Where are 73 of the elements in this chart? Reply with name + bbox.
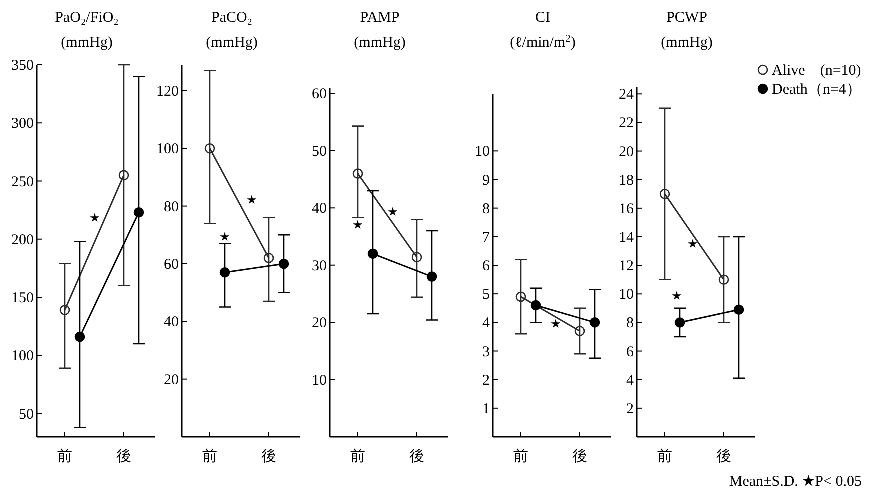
x-tick-label: 後 <box>116 448 132 465</box>
y-tick-label: 100 <box>156 142 179 158</box>
chart-title: PaCO₂ <box>211 10 253 26</box>
x-tick-label: 前 <box>658 448 672 465</box>
y-tick-label: 4 <box>626 372 634 389</box>
x-tick-label: 前 <box>350 448 366 465</box>
chart-title: CI <box>536 10 551 26</box>
y-tick-label: 20 <box>164 372 179 388</box>
x-tick-label: 前 <box>58 448 72 465</box>
y-tick-label: 350 <box>12 58 34 74</box>
y-tick-label: 2 <box>626 401 634 418</box>
y-tick-label: 10 <box>619 287 634 304</box>
legend: Alive (n=10) Death（n=4） <box>758 63 862 98</box>
y-tick-label: 60 <box>312 86 327 103</box>
x-tick-label: 後 <box>410 448 424 465</box>
chart-title: PCWP <box>666 10 708 26</box>
x-tick-label: 後 <box>572 448 588 465</box>
y-tick-label: 60 <box>164 256 179 273</box>
legend-label: Death（n=4） <box>772 82 862 98</box>
y-tick-label: 10 <box>475 144 490 160</box>
y-tick-label: 50 <box>19 406 34 423</box>
chart-title: PaO₂/FiO₂ <box>55 10 119 26</box>
y-tick-label: 200 <box>12 232 34 248</box>
legend-label: Alive (n=10) <box>772 63 862 79</box>
y-tick-label: 40 <box>164 314 179 331</box>
y-tick-label: 100 <box>12 348 34 365</box>
x-tick-label: 前 <box>514 448 528 465</box>
y-tick-label: 50 <box>312 144 327 160</box>
chart-subtitle: (mmHg) <box>61 35 113 51</box>
annotation: ★ <box>352 218 364 232</box>
y-tick-label: 18 <box>619 172 634 189</box>
annotation: ★ <box>688 237 698 251</box>
y-tick-label: 14 <box>619 230 634 246</box>
chart-subtitle: (ℓ/min/m$^{2}$) <box>510 34 576 51</box>
y-tick-label: 16 <box>619 201 634 218</box>
text: Mean±S.D. ★P< 0.05 <box>729 474 862 490</box>
chart-title: PAMP <box>360 10 400 26</box>
y-tick-label: 2 <box>482 372 490 389</box>
chart-subtitle: (mmHg) <box>661 35 713 51</box>
y-tick-label: 12 <box>619 258 634 275</box>
y-tick-label: 40 <box>312 201 327 218</box>
y-tick-label: 300 <box>12 116 34 132</box>
y-tick-label: 3 <box>482 344 490 360</box>
y-tick-label: 30 <box>312 258 327 274</box>
y-tick-label: 7 <box>482 230 490 246</box>
x-tick-label: 後 <box>262 448 276 465</box>
y-tick-label: 20 <box>619 144 634 160</box>
chart-subtitle: (mmHg) <box>206 35 258 51</box>
annotation: ★ <box>388 205 398 219</box>
y-tick-label: 1 <box>482 401 490 418</box>
annotation: ★ <box>220 230 230 244</box>
y-tick-label: 9 <box>482 172 490 189</box>
y-tick-label: 24 <box>619 87 634 104</box>
y-tick-label: 250 <box>12 174 34 190</box>
y-tick-label: 10 <box>312 372 327 389</box>
y-tick-label: 6 <box>626 344 634 360</box>
annotation: ★ <box>246 193 258 207</box>
y-tick-label: 22 <box>619 116 634 132</box>
y-tick-label: 120 <box>156 84 179 100</box>
annotation: ★ <box>672 289 682 303</box>
y-tick-label: 6 <box>482 258 490 274</box>
y-tick-label: 150 <box>12 290 34 306</box>
annotation: ★ <box>90 211 100 225</box>
y-tick-label: 8 <box>482 201 490 218</box>
y-tick-label: 80 <box>164 199 179 216</box>
y-tick-label: 5 <box>482 287 490 304</box>
x-tick-label: 前 <box>202 448 218 465</box>
annotation: ★ <box>550 317 562 331</box>
y-tick-label: 4 <box>482 316 490 332</box>
x-tick-label: 後 <box>716 448 732 465</box>
y-tick-label: 20 <box>312 316 327 332</box>
chart-subtitle: (mmHg) <box>354 35 406 51</box>
y-tick-label: 8 <box>626 316 634 332</box>
